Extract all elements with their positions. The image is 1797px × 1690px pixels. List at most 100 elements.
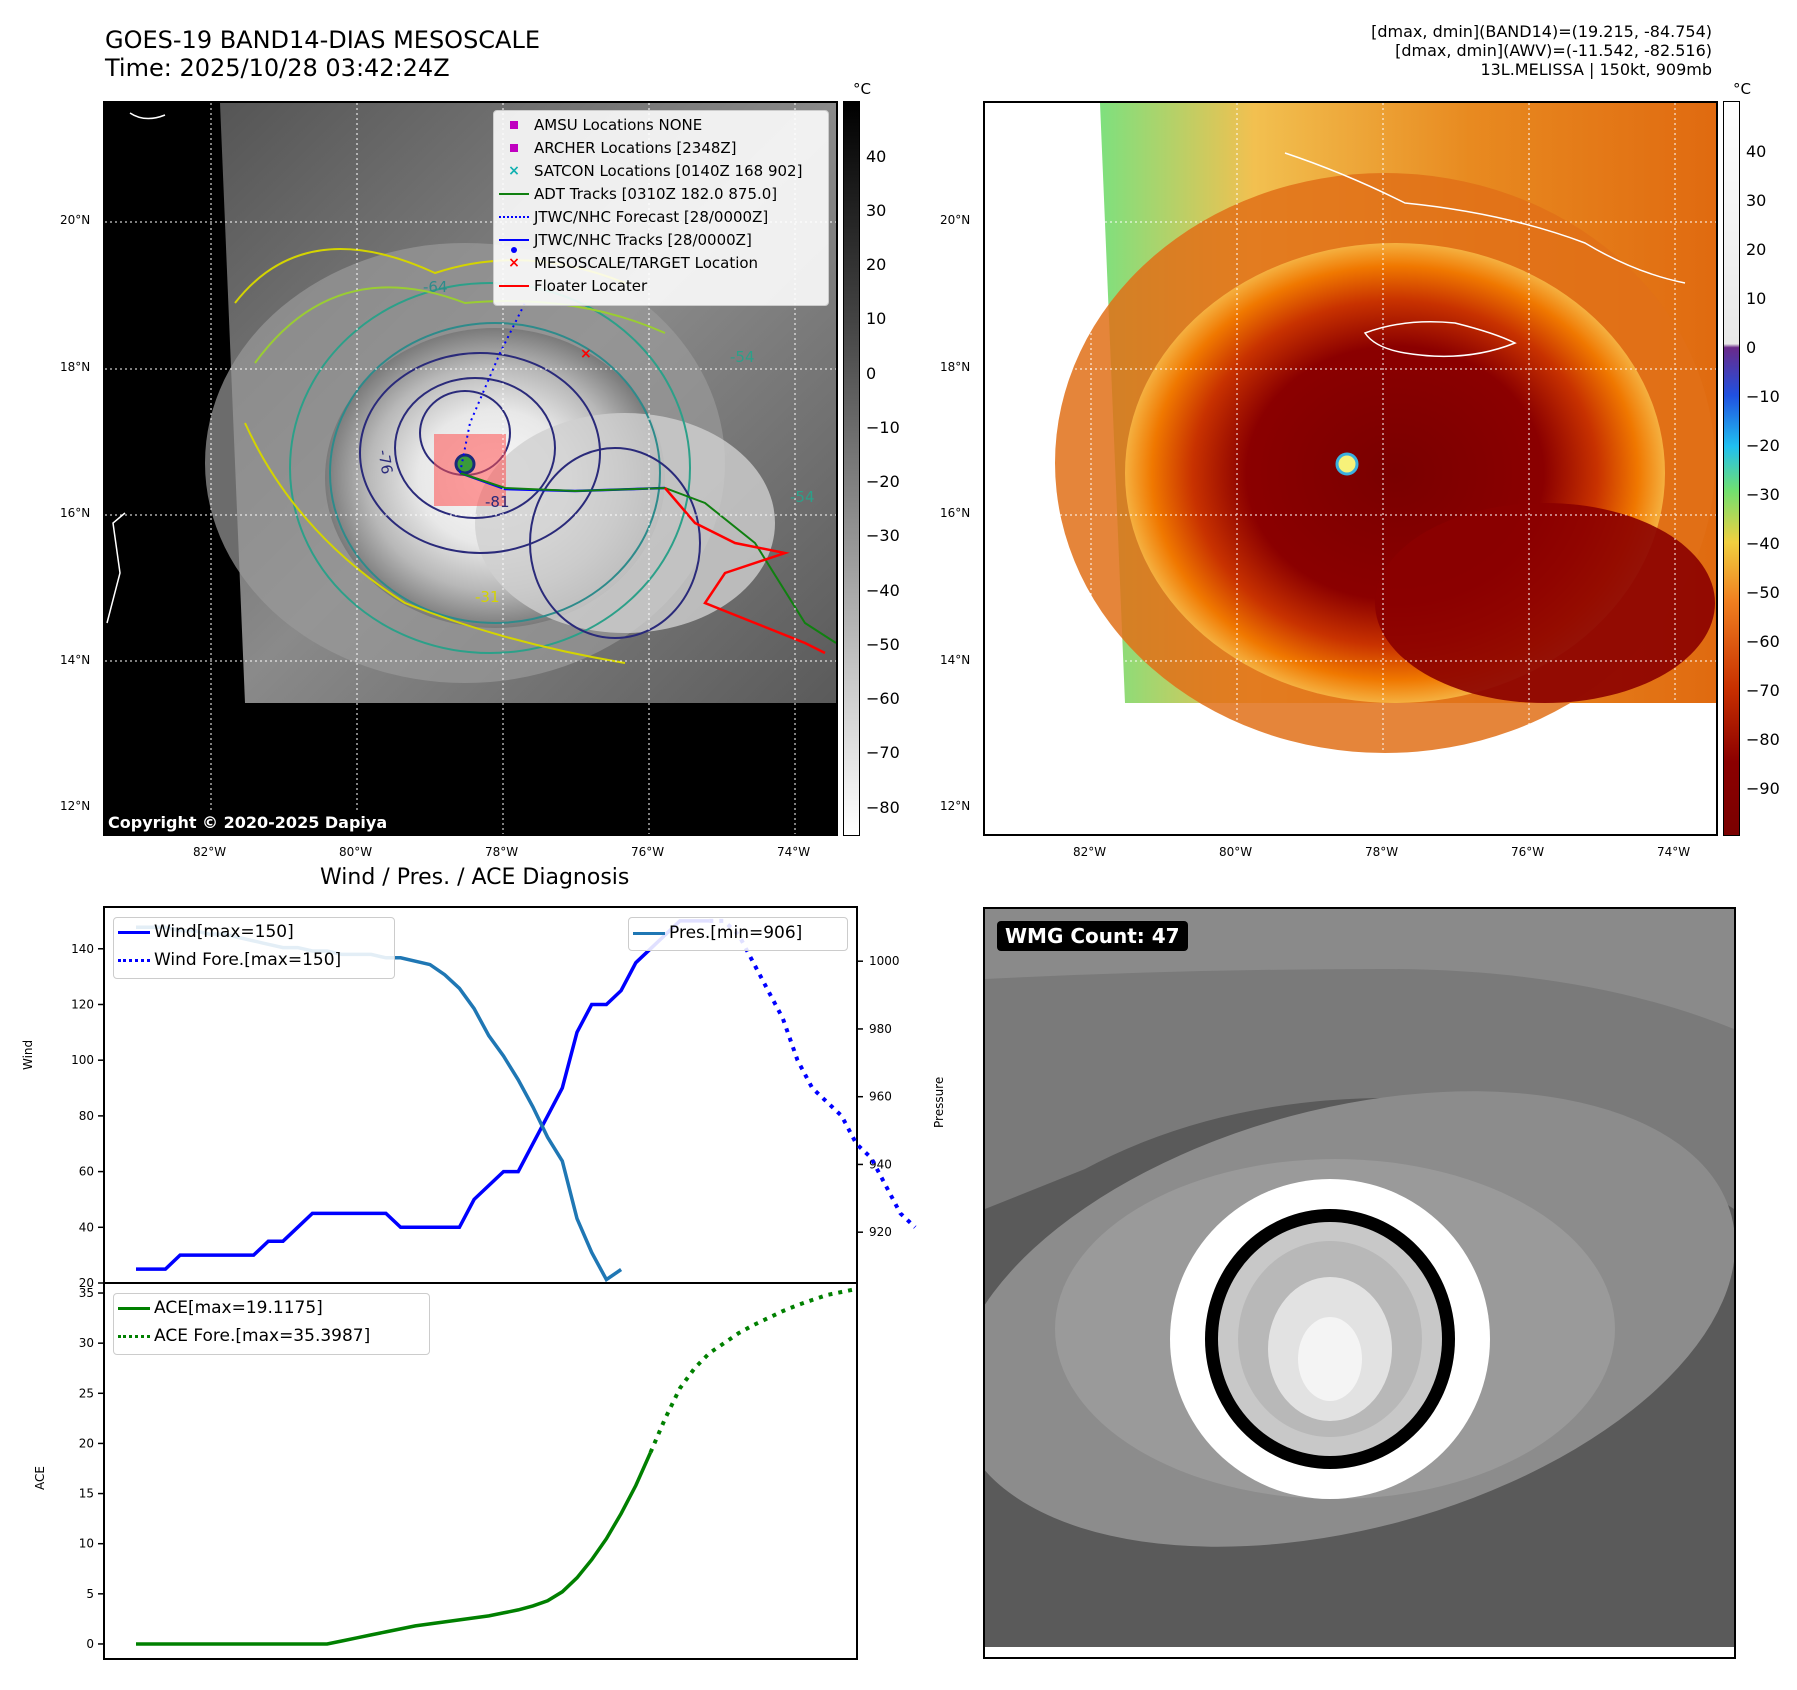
- legend-item: × MESOSCALE/TARGET Location: [494, 251, 828, 274]
- lon-label: 80°W: [339, 845, 373, 859]
- legend-item: JTWC/NHC Tracks [28/0000Z]: [494, 228, 828, 253]
- lat-label: 12°N: [940, 799, 971, 813]
- x-marker-icon: ×: [508, 162, 520, 179]
- coastline-left: [106, 512, 126, 624]
- line-marker-icon: [629, 931, 669, 935]
- stats-awv: [dmax, dmin](AWV)=(-11.542, -82.516): [1395, 41, 1712, 60]
- legend-item: Floater Locater: [494, 274, 828, 297]
- dotted-line-icon: [114, 1334, 154, 1338]
- nhc-forecast: [459, 302, 526, 474]
- cb-tick: −50: [1746, 583, 1780, 602]
- line-marker-icon: [494, 284, 534, 287]
- tick-label: 120: [71, 997, 94, 1011]
- lat-label: 12°N: [60, 799, 91, 813]
- diagnosis-title: Wind / Pres. / ACE Diagnosis: [320, 865, 630, 890]
- legend-item: Wind[max=150]: [114, 918, 394, 946]
- cb-tick: 10: [866, 309, 887, 328]
- legend-item: × SATCON Locations [0140Z 168 902]: [494, 159, 828, 182]
- tick-label: 940: [869, 1157, 892, 1171]
- contour-label: -81: [485, 493, 510, 511]
- tick-label: 80: [79, 1109, 94, 1123]
- wmg-count-badge: WMG Count: 47: [997, 921, 1188, 951]
- cb-tick: 0: [1746, 338, 1757, 357]
- cb-tick: −70: [1746, 681, 1780, 700]
- eye-center: [1298, 1317, 1362, 1401]
- legend-item: ACE[max=19.1175]: [114, 1294, 429, 1322]
- tick-label: 15: [79, 1487, 94, 1501]
- copyright-label: Copyright © 2020-2025 Dapiya: [105, 811, 392, 834]
- lon-label: 80°W: [1219, 845, 1253, 859]
- legend-item: Wind Fore.[max=150]: [114, 946, 394, 974]
- lon-label: 78°W: [485, 845, 519, 859]
- square-marker-icon: [494, 143, 534, 152]
- lat-label: 16°N: [940, 506, 971, 520]
- tick-label: 100: [71, 1053, 94, 1067]
- cb-tick: −80: [1746, 730, 1780, 749]
- lon-label: 76°W: [631, 845, 665, 859]
- cb-tick: 30: [1746, 191, 1767, 210]
- line-marker-icon: [114, 930, 154, 934]
- cb-tick: −10: [1746, 387, 1780, 406]
- tick-label: 10: [79, 1537, 94, 1551]
- cb-tick: 10: [1746, 289, 1767, 308]
- lat-label: 14°N: [60, 653, 91, 667]
- colorbar-left-unit: °C: [853, 80, 871, 98]
- lon-label: 74°W: [1657, 845, 1691, 859]
- square-marker-icon: [494, 120, 534, 129]
- ace-forecast-series: [648, 1287, 857, 1454]
- tick-label: 40: [79, 1220, 94, 1234]
- tick-label: 1000: [869, 954, 900, 968]
- wind-series: [136, 919, 710, 1271]
- cb-tick: 20: [1746, 240, 1767, 259]
- contour-label: -31: [475, 588, 500, 606]
- x-marker-icon: ×: [508, 254, 520, 271]
- contour-76: [359, 352, 601, 554]
- tick-label: 20: [79, 1276, 94, 1290]
- lat-label: 18°N: [940, 360, 971, 374]
- cb-tick: −40: [1746, 534, 1780, 553]
- legend-item: ACE Fore.[max=35.3987]: [114, 1322, 429, 1350]
- ace-ticks: 0 5 10 15 20 25 30 35: [79, 1286, 104, 1651]
- colorbar-right-unit: °C: [1733, 80, 1751, 98]
- storm-eye: [454, 453, 476, 475]
- figure-title: GOES-19 BAND14-DIAS MESOSCALE: [105, 26, 541, 54]
- contour-54: [289, 282, 691, 654]
- cb-tick: −30: [866, 526, 900, 545]
- ir-map-panel: × Copyright © 2020-2025 Dapiya -64 -54 -…: [103, 101, 838, 836]
- line-marker-icon: [494, 192, 534, 195]
- map-legend: AMSU Locations NONE ARCHER Locations [23…: [493, 110, 829, 306]
- lon-label: 82°W: [193, 845, 227, 859]
- cb-tick: −20: [1746, 436, 1780, 455]
- tick-label: 920: [869, 1225, 892, 1239]
- cb-tick: −30: [1746, 485, 1780, 504]
- tick-label: 5: [86, 1587, 94, 1601]
- legend-item: ARCHER Locations [2348Z]: [494, 136, 828, 159]
- line-dot-icon: [494, 238, 534, 253]
- dotted-line-icon: [494, 215, 534, 218]
- tick-label: 140: [71, 942, 94, 956]
- cb-tick: −50: [866, 635, 900, 654]
- awv-map-canvas: [985, 103, 1716, 834]
- wind-ticks: 20 40 60 80 100 120 140: [71, 942, 104, 1290]
- lon-label: 82°W: [1073, 845, 1107, 859]
- jamaica-coast: [1363, 321, 1517, 358]
- pressure-legend: Pres.[min=906]: [628, 917, 848, 951]
- ace-legend: ACE[max=19.1175] ACE Fore.[max=35.3987]: [113, 1293, 430, 1355]
- awv-gridlines: [985, 103, 1716, 834]
- dotted-line-icon: [114, 958, 154, 962]
- tick-label: 0: [86, 1637, 94, 1651]
- tick-label: 960: [869, 1090, 892, 1104]
- lon-label: 78°W: [1365, 845, 1399, 859]
- pressure-series: [136, 925, 623, 1283]
- cb-tick: −70: [866, 743, 900, 762]
- lon-label: 76°W: [1511, 845, 1545, 859]
- floater-track: [664, 487, 826, 655]
- cb-tick: 20: [866, 255, 887, 274]
- tick-label: 30: [79, 1336, 94, 1350]
- tick-label: 25: [79, 1386, 94, 1400]
- cb-tick: −60: [1746, 632, 1780, 651]
- cb-tick: −20: [866, 472, 900, 491]
- lat-label: 18°N: [60, 360, 91, 374]
- awv-map-panel: [983, 101, 1718, 836]
- mesoscale-target-marker: ×: [580, 346, 592, 362]
